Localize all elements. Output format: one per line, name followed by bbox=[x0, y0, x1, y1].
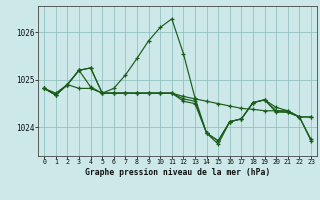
X-axis label: Graphe pression niveau de la mer (hPa): Graphe pression niveau de la mer (hPa) bbox=[85, 168, 270, 177]
